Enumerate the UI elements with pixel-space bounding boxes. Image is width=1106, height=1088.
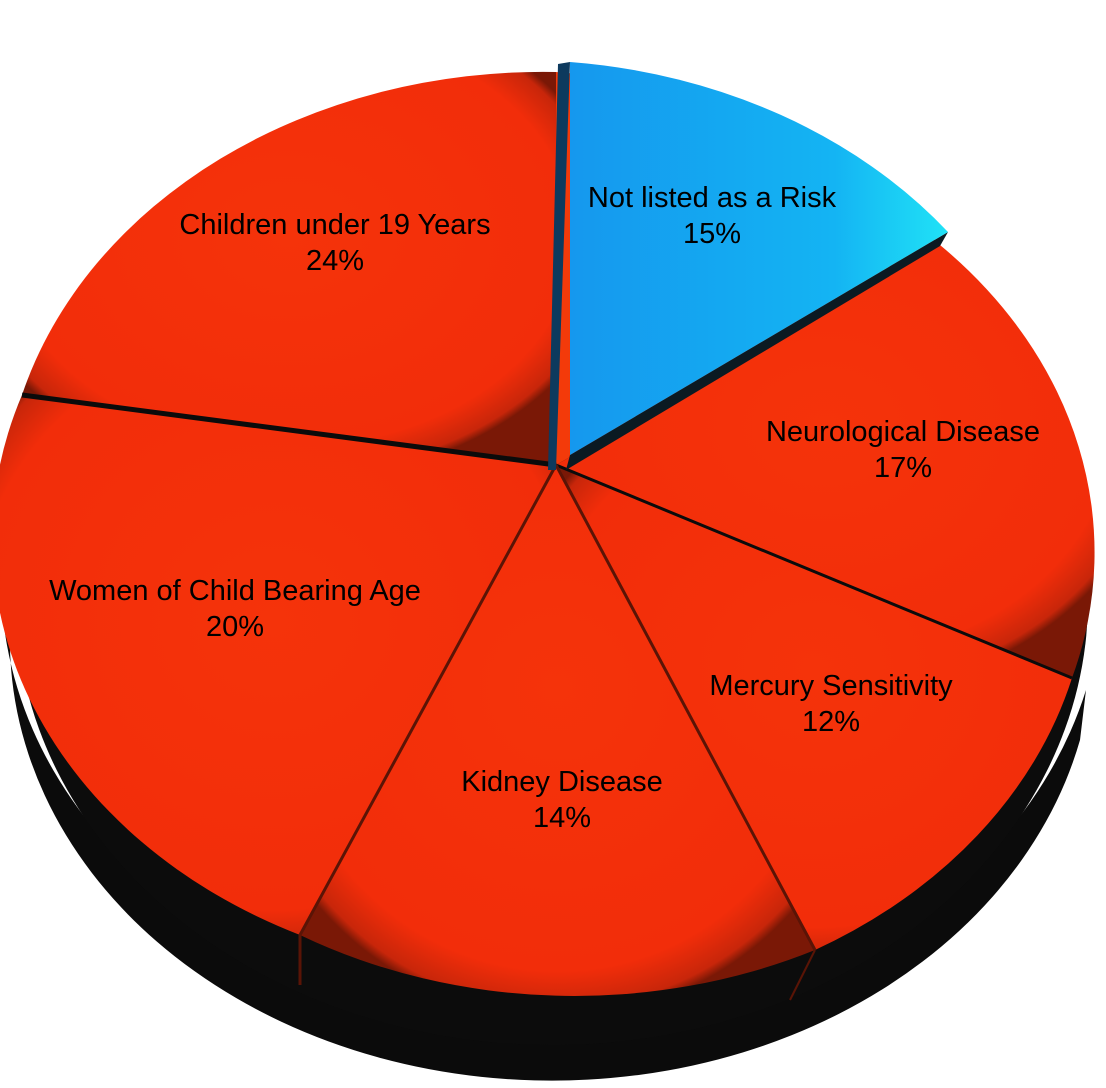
label-mercury-sensitivity: Mercury Sensitivity 12% (709, 668, 952, 740)
blue-slice-side-left (548, 62, 570, 470)
label-value: 17% (873, 452, 933, 484)
label-value: 24% (305, 245, 365, 277)
label-name: Not listed as a Risk (587, 182, 837, 214)
label-value: 12% (801, 706, 861, 738)
slice-women-child-bearing-age[interactable] (0, 395, 556, 935)
label-value: 20% (205, 611, 265, 643)
slice-dividers (21, 392, 1073, 1001)
label-not-listed-as-risk: Not listed as a Risk 15% (588, 180, 836, 252)
slice-neurological-disease[interactable] (556, 245, 1095, 678)
slice-not-listed-as-risk[interactable] (570, 62, 948, 455)
label-kidney-disease: Kidney Disease 14% (461, 764, 663, 836)
label-name: Neurological Disease (765, 416, 1041, 448)
label-children-under-19: Children under 19 Years 24% (179, 207, 490, 279)
label-name: Kidney Disease (461, 766, 663, 798)
label-women-child-bearing-age: Women of Child Bearing Age 20% (49, 573, 421, 645)
blue-slice-side-bottom (566, 232, 948, 470)
slice-mercury-sensitivity[interactable] (556, 465, 1072, 950)
red-slices (0, 71, 1095, 996)
slice-kidney-disease[interactable] (300, 465, 815, 996)
label-name: Children under 19 Years (179, 209, 491, 241)
label-value: 15% (682, 218, 742, 250)
label-neurological-disease: Neurological Disease 17% (766, 414, 1040, 486)
label-name: Mercury Sensitivity (709, 670, 953, 702)
label-value: 14% (532, 802, 592, 834)
label-name: Women of Child Bearing Age (49, 575, 421, 607)
slice-children-under-19[interactable] (22, 71, 556, 465)
